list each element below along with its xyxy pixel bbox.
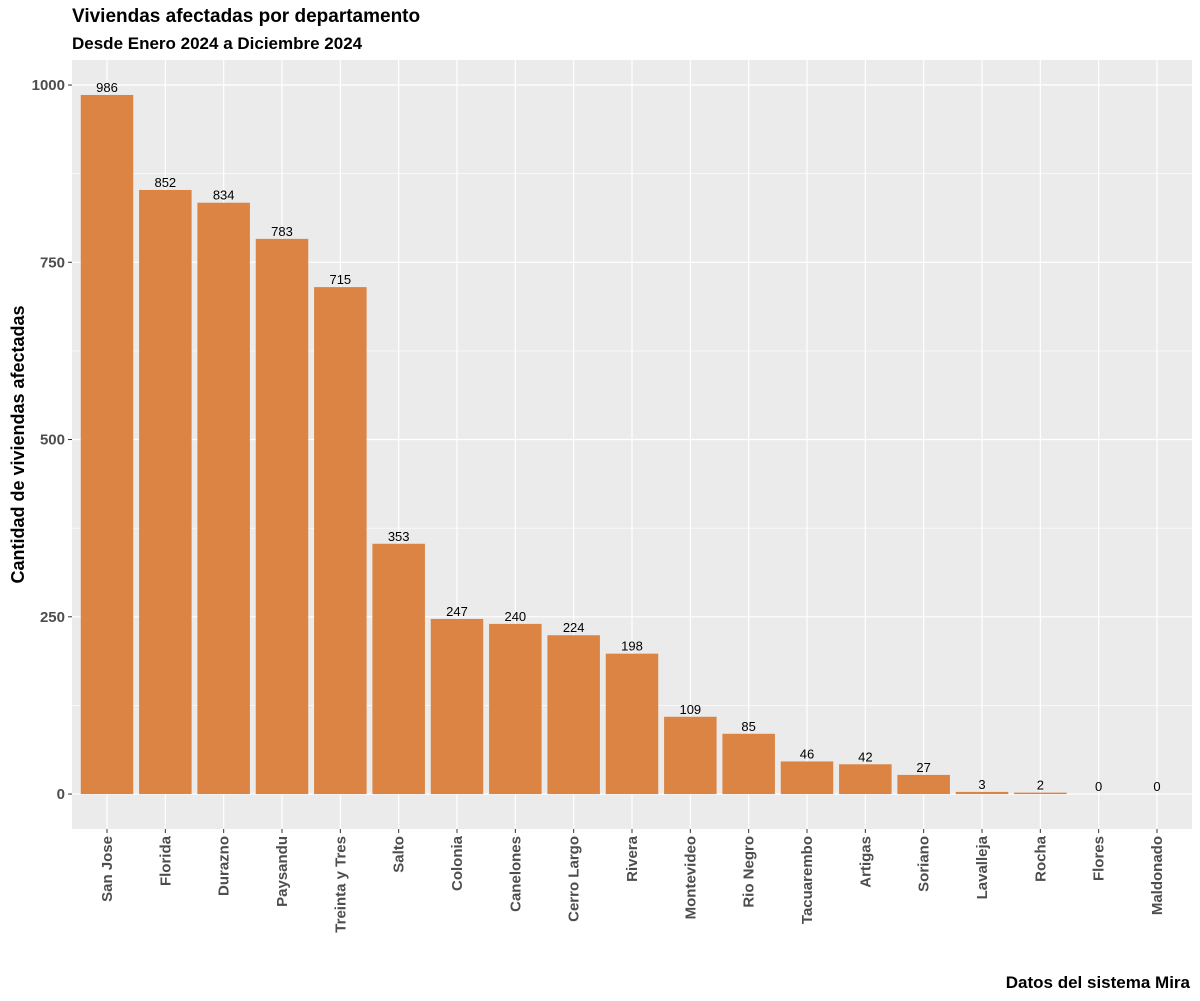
x-tick-label: Colonia <box>449 835 466 891</box>
y-tick-label: 1000 <box>32 77 65 94</box>
bar <box>955 791 1009 795</box>
data-label: 2 <box>1037 778 1044 793</box>
x-tick-label: Artigas <box>857 836 874 888</box>
data-label: 240 <box>504 609 526 624</box>
x-tick-label: Salto <box>391 836 408 873</box>
y-tick-label: 750 <box>40 254 65 271</box>
bar <box>780 761 834 795</box>
y-tick-label: 250 <box>40 609 65 626</box>
bar <box>372 543 425 795</box>
data-label: 224 <box>563 620 585 635</box>
bar <box>664 716 717 795</box>
data-label: 42 <box>858 749 872 764</box>
x-tick-label: Montevideo <box>682 836 699 919</box>
y-axis-label: Cantidad de viviendas afectadas <box>8 305 28 583</box>
bar <box>605 653 659 795</box>
x-tick-label: Treinta y Tres <box>332 836 349 933</box>
x-tick-label: Lavalleja <box>974 835 991 899</box>
data-label: 715 <box>329 272 351 287</box>
x-tick-label: Rivera <box>624 835 641 882</box>
x-tick-label: San Jose <box>99 836 116 902</box>
bars <box>80 94 1067 795</box>
bar <box>197 202 250 795</box>
bar <box>897 774 950 795</box>
chart-subtitle: Desde Enero 2024 a Diciembre 2024 <box>72 34 363 53</box>
data-label: 986 <box>96 80 118 95</box>
data-label: 46 <box>800 746 814 761</box>
data-label: 353 <box>388 529 410 544</box>
bar <box>80 94 134 795</box>
x-tick-label: Soriano <box>916 836 933 892</box>
data-label: 85 <box>741 719 755 734</box>
data-label: 109 <box>679 702 701 717</box>
chart-title: Viviendas afectadas por departamento <box>72 6 421 27</box>
data-label: 783 <box>271 224 293 239</box>
x-tick-label: Rio Negro <box>741 836 758 908</box>
bar <box>547 635 600 795</box>
data-label: 0 <box>1153 779 1160 794</box>
data-label: 852 <box>154 175 176 190</box>
data-labels: 986 852 834 783 715 353 247 240 224 198 109 85 46 42 2… <box>96 80 1160 794</box>
y-axis-ticks: 0 250 500 750 1000 <box>32 77 72 803</box>
y-tick-label: 500 <box>40 432 65 449</box>
x-tick-label: Florida <box>157 835 174 886</box>
x-tick-label: Canelones <box>507 836 524 912</box>
data-label: 0 <box>1095 779 1102 794</box>
y-tick-label: 0 <box>57 786 65 803</box>
x-tick-label: Paysandu <box>274 836 291 907</box>
bar <box>430 618 484 795</box>
chart-caption: Datos del sistema Mira <box>1005 973 1190 992</box>
bar <box>1014 792 1067 795</box>
x-tick-label: Cerro Largo <box>566 836 583 922</box>
bar <box>314 287 367 795</box>
x-tick-label: Flores <box>1091 836 1108 881</box>
bar <box>255 238 309 795</box>
bar <box>839 764 892 795</box>
data-label: 3 <box>978 777 985 792</box>
data-label: 247 <box>446 604 468 619</box>
x-tick-label: Rocha <box>1032 835 1049 882</box>
data-label: 198 <box>621 639 643 654</box>
data-label: 27 <box>916 760 930 775</box>
x-tick-label: Tacuarembo <box>799 836 816 924</box>
bar <box>722 733 775 795</box>
data-label: 834 <box>213 188 235 203</box>
x-tick-label: Durazno <box>216 836 233 896</box>
x-tick-label: Maldonado <box>1149 836 1166 915</box>
bar <box>139 189 192 795</box>
x-axis-ticks: San Jose Florida Durazno Paysandu Treinta y … <box>99 829 1166 933</box>
bar <box>489 623 542 795</box>
